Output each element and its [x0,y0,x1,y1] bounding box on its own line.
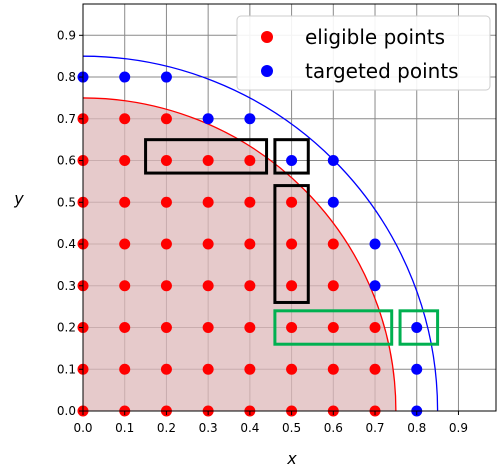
eligible-point-37 [327,238,339,250]
eligible-point-15 [369,363,381,375]
eligible-point-17 [119,322,131,334]
legend-label-1: targeted points [305,59,459,83]
eligible-point-14 [327,363,339,375]
targeted-point-3 [369,280,381,292]
eligible-point-21 [286,322,298,334]
highlight-box-0 [144,138,269,175]
x-tick-label-5: 0.5 [282,421,301,435]
legend-marker-0 [261,31,273,43]
eligible-point-32 [119,238,131,250]
y-tick-label-9: 0.9 [57,28,76,42]
eligible-point-47 [202,155,214,167]
eligible-point-35 [244,238,256,250]
eligible-point-22 [327,322,339,334]
y-tick-label-4: 0.4 [57,237,76,251]
y-tick-label-0: 0.0 [57,404,76,418]
targeted-point-9 [202,113,214,125]
eligible-point-36 [286,238,298,250]
eligible-point-46 [160,155,172,167]
eligible-point-30 [327,280,339,292]
y-tick-label-7: 0.7 [57,112,76,126]
y-tick-label-3: 0.3 [57,279,76,293]
x-tick-label-8: 0.8 [407,421,426,435]
ticks: 0.0 0.1 0.2 0.3 0.4 0.5 0.6 0.7 0.8 0.9 0.0 0.1 0.2 0… [57,28,468,435]
x-tick-label-6: 0.6 [324,421,343,435]
highlight-boxes [144,138,440,346]
x-tick-label-0: 0.0 [73,421,92,435]
targeted-point-4 [369,238,381,250]
eligible-point-23 [369,322,381,334]
eligible-point-13 [286,363,298,375]
x-tick-label-1: 0.1 [115,421,134,435]
targeted-point-10 [160,71,172,83]
axes-frame [82,3,497,412]
eligible-point-28 [244,280,256,292]
targeted-point-6 [327,155,339,167]
targeted-point-8 [244,113,256,125]
x-axis-label: x [286,449,297,468]
legend-marker-1 [261,65,273,77]
eligible-point-10 [160,363,172,375]
points [77,71,423,417]
targeted-point-11 [119,71,131,83]
eligible-point-19 [202,322,214,334]
eligible-point-39 [119,196,131,208]
y-tick-label-8: 0.8 [57,70,76,84]
legend-box [236,15,491,91]
arcs [83,55,439,411]
highlight-box-1 [273,138,310,175]
x-tick-label-7: 0.7 [365,421,384,435]
x-tick-label-4: 0.4 [240,421,259,435]
eligible-point-51 [160,113,172,125]
arc-outline-0 [83,97,397,411]
y-tick-label-6: 0.6 [57,154,76,168]
eligible-point-25 [119,280,131,292]
eligible-point-29 [286,280,298,292]
eligible-point-11 [202,363,214,375]
legend-label-0: eligible points [305,25,445,49]
eligible-point-12 [244,363,256,375]
y-tick-label-2: 0.2 [57,321,76,335]
eligible-point-20 [244,322,256,334]
targeted-point-5 [327,196,339,208]
arc-fill-0 [83,97,396,411]
eligible-point-18 [160,322,172,334]
eligible-point-40 [160,196,172,208]
targeted-point-2 [411,322,423,334]
eligible-point-45 [119,155,131,167]
highlight-box-4 [398,309,440,346]
eligible-point-34 [202,238,214,250]
y-tick-label-5: 0.5 [57,195,76,209]
targeted-point-7 [286,155,298,167]
eligible-point-33 [160,238,172,250]
eligible-point-9 [119,363,131,375]
eligible-point-42 [244,196,256,208]
eligible-point-27 [202,280,214,292]
eligible-point-48 [244,155,256,167]
highlight-box-2 [273,184,310,304]
x-tick-label-2: 0.2 [157,421,176,435]
eligible-point-43 [286,196,298,208]
targeted-point-1 [411,363,423,375]
highlight-box-3 [273,309,394,346]
y-axis-label: y [13,189,24,208]
eligible-point-41 [202,196,214,208]
x-tick-label-9: 0.9 [449,421,468,435]
eligible-point-26 [160,280,172,292]
y-tick-label-1: 0.1 [57,362,76,376]
eligible-point-50 [119,113,131,125]
legend: eligible points targeted points [236,15,491,91]
x-tick-label-3: 0.3 [199,421,218,435]
